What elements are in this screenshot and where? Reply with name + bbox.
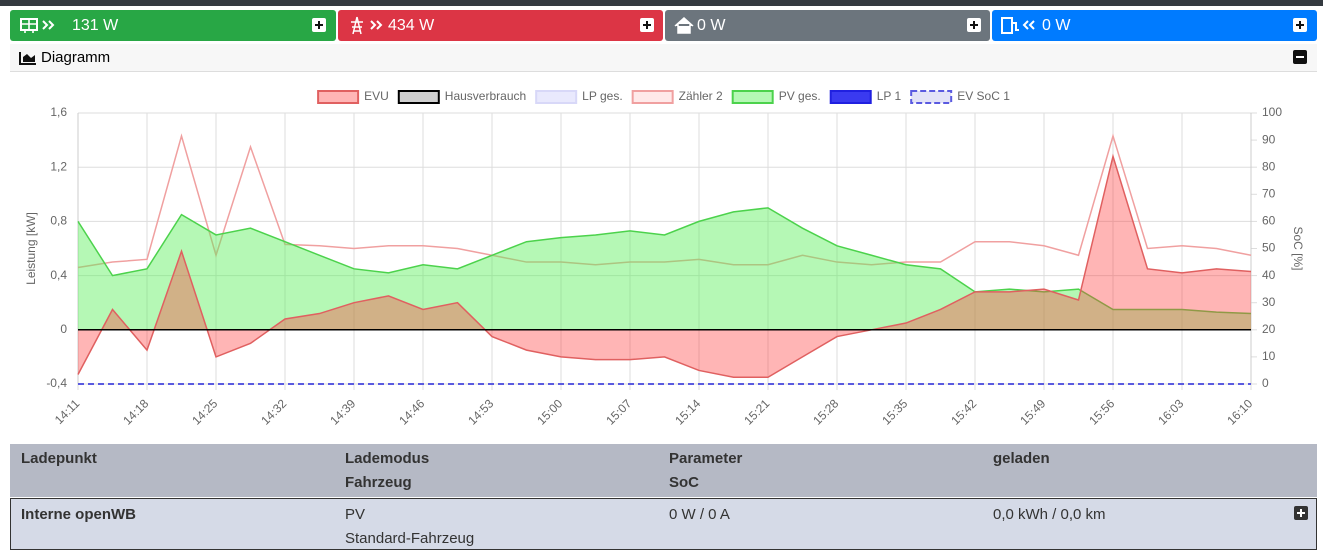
legend-swatch [829, 90, 872, 104]
legend-label: LP ges. [582, 89, 622, 103]
section-header[interactable]: Diagramm [10, 44, 1317, 72]
tile-icons [1001, 17, 1307, 34]
y-tick-label: 0 [60, 322, 67, 336]
tile-value: 434 W [388, 17, 435, 34]
x-tick-label: 15:00 [534, 396, 565, 427]
x-tick-label: 15:28 [810, 396, 841, 427]
tile-icons [674, 16, 981, 34]
x-tick-label: 15:14 [672, 396, 703, 427]
y2-tick-label: 100 [1262, 105, 1282, 119]
x-tick-label: 15:21 [741, 396, 772, 427]
grid-tile[interactable]: 434 W [338, 10, 663, 41]
x-tick-label: 14:25 [189, 396, 220, 427]
cell: Standard-Fahrzeug [345, 530, 475, 547]
y-tick-label: 0,4 [50, 268, 67, 282]
legend-swatch [910, 90, 953, 104]
header-cell: Parameter [669, 450, 743, 467]
y2-tick-label: 0 [1262, 376, 1269, 390]
header-cell: Ladepunkt [21, 450, 97, 467]
y2-tick-label: 20 [1262, 322, 1276, 336]
x-tick-label: 15:35 [879, 396, 910, 427]
x-tick-label: 15:49 [1017, 396, 1048, 427]
cell: Interne openWB [21, 506, 136, 523]
charge-tile[interactable]: 0 W [992, 10, 1317, 41]
y-tick-label: 1,6 [50, 105, 67, 119]
chart: -0,4 0 0,4 0,8 1,2 1,6 0 10 20 30 40 50 60 70 80 90 100 1… [24, 89, 1305, 427]
y2-tick-label: 50 [1262, 241, 1276, 255]
section-icons [19, 50, 1307, 65]
legend-label: EVU [364, 89, 389, 103]
header-cell: geladen [993, 450, 1050, 467]
header-cell: Fahrzeug [345, 474, 412, 491]
pv-tile[interactable]: 131 W [10, 10, 336, 41]
y2-tick-label: 40 [1262, 268, 1276, 282]
legend-swatch [631, 90, 674, 104]
x-tick-label: 14:53 [465, 396, 496, 427]
house-tile[interactable]: 0 W [665, 10, 990, 41]
x-tick-label: 16:10 [1224, 396, 1255, 427]
x-tick-label: 14:46 [396, 396, 427, 427]
legend-swatch [317, 90, 360, 104]
legend-swatch [731, 90, 774, 104]
legend-label: Zähler 2 [679, 89, 723, 103]
tile-value: 0 W [697, 17, 726, 34]
x-tick-label: 14:18 [120, 396, 151, 427]
y2-tick-label: 30 [1262, 295, 1276, 309]
tile-icons [351, 16, 654, 35]
y-axis-label: Leistung [kW] [24, 212, 38, 285]
legend-label: PV ges. [779, 89, 821, 103]
y2-tick-label: 60 [1262, 214, 1276, 228]
area [78, 156, 1251, 378]
legend-label: Hausverbrauch [445, 89, 526, 103]
x-tick-label: 15:56 [1086, 396, 1117, 427]
y2-axis-label: SoC [%] [1291, 226, 1305, 270]
x-tick-label: 15:07 [603, 396, 634, 427]
cell: 0 W / 0 A [669, 506, 730, 523]
line [77, 133, 1252, 269]
top-bar [0, 0, 1323, 6]
y-tick-label: 1,2 [50, 159, 67, 173]
y2-tick-label: 80 [1262, 159, 1276, 173]
y-tick-label: -0,4 [46, 376, 67, 390]
expand-button[interactable] [1294, 506, 1308, 520]
legend-swatch [397, 90, 440, 104]
x-tick-label: 14:39 [327, 396, 358, 427]
x-tick-label: 14:11 [52, 396, 83, 427]
line [77, 153, 1252, 378]
legend-swatch [535, 90, 578, 104]
y-tick-label: 0,8 [50, 214, 67, 228]
tile-value: 0 W [1042, 17, 1071, 34]
header-cell: Lademodus [345, 450, 430, 467]
tile-value: 131 W [72, 17, 119, 34]
x-tick-label: 15:42 [948, 396, 979, 427]
table-row[interactable]: Interne openWB PV Standard-Fahrzeug 0 W … [10, 498, 1317, 550]
table-header: Ladepunkt Lademodus Fahrzeug Parameter S… [10, 444, 1317, 497]
header-cell: SoC [669, 474, 699, 491]
x-tick-label: 16:03 [1155, 396, 1186, 427]
y2-tick-label: 70 [1262, 186, 1276, 200]
cell: PV [345, 506, 366, 523]
section-title: Diagramm [41, 49, 111, 66]
legend-label: LP 1 [877, 89, 902, 103]
tile-icons [20, 18, 326, 33]
legend-label: EV SoC 1 [957, 89, 1010, 103]
line [77, 207, 1252, 315]
y2-tick-label: 10 [1262, 349, 1276, 363]
y2-tick-label: 90 [1262, 132, 1276, 146]
x-tick-label: 14:32 [258, 396, 289, 427]
cell: 0,0 kWh / 0,0 km [993, 506, 1106, 523]
